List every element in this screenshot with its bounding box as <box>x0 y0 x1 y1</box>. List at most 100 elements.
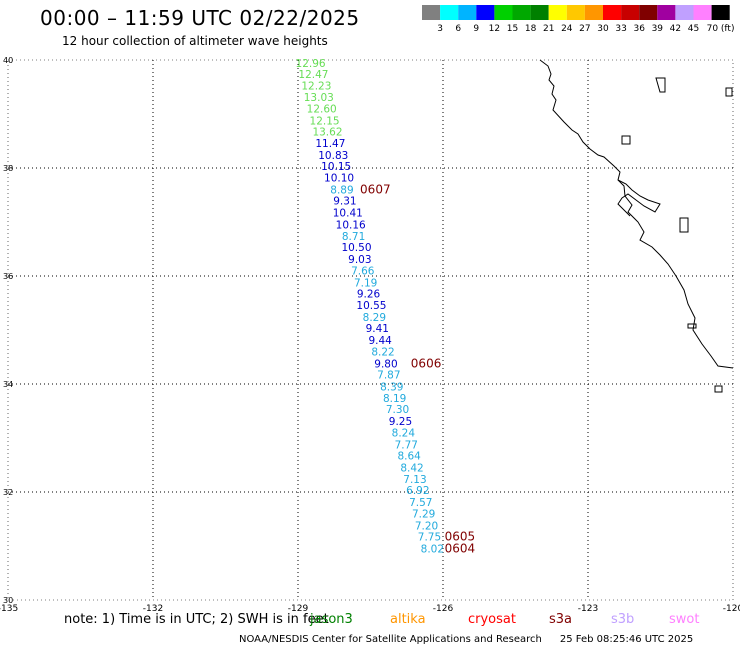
colorbar-label: 33 <box>615 24 626 34</box>
swh-value-label: 8.19 <box>383 393 406 405</box>
inland-water-5 <box>714 385 723 393</box>
colorbar-swatch <box>440 5 459 20</box>
swh-value-label: 7.30 <box>386 404 409 416</box>
colorbar-swatch <box>494 5 513 20</box>
colorbar-swatch <box>422 5 441 20</box>
footer: NOAA/NESDIS Center for Satellite Applica… <box>239 634 693 645</box>
colorbar-swatch <box>566 5 585 20</box>
footer-credit: NOAA/NESDIS Center for Satellite Applica… <box>239 634 542 645</box>
colorbar-label: 15 <box>507 24 518 34</box>
lon-tick-label: -132 <box>143 604 163 614</box>
swh-value-label: 8.24 <box>392 427 416 439</box>
colorbar-swatch <box>657 5 676 20</box>
swh-value-label: 9.80 <box>374 358 397 370</box>
colorbar-label: 39 <box>652 24 664 34</box>
lon-tick-label: -129 <box>288 604 309 614</box>
lat-lon-grid <box>7 59 734 601</box>
colorbar-swatch <box>675 5 694 20</box>
colorbar-swatch <box>512 5 531 20</box>
swh-value-label: 7.29 <box>412 508 435 520</box>
swh-value-label: 9.26 <box>357 289 381 301</box>
colorbar-label: 45 <box>688 24 699 34</box>
swh-value-label: 7.75 <box>418 532 441 544</box>
altimeter-track: 12.9612.4712.2313.0312.6012.1513.6211.47… <box>296 58 476 555</box>
swh-value-label: 9.41 <box>366 323 389 335</box>
inland-water-3 <box>621 135 631 145</box>
satellite-cryosat: cryosat <box>468 612 516 627</box>
footer-timestamp: 25 Feb 08:25:46 UTC 2025 <box>559 634 694 645</box>
swh-value-label: 9.44 <box>368 335 392 347</box>
satellite-swot: swot <box>669 612 700 627</box>
colorbar-label: 18 <box>525 24 537 34</box>
swh-value-label: 10.50 <box>341 242 371 254</box>
satellite-jason3: jason3 <box>310 612 353 627</box>
note-line: note: 1) Time is in UTC; 2) SWH is in fe… <box>0 612 740 630</box>
island-1 <box>687 323 697 329</box>
colorbar-swatch <box>530 5 549 20</box>
swh-value-label: 8.29 <box>363 312 386 324</box>
swh-value-label: 10.10 <box>324 173 354 185</box>
swh-value-label: 8.89 <box>330 184 353 196</box>
colorbar-swatch <box>584 5 603 20</box>
colorbar-label: 30 <box>597 24 609 34</box>
lat-tick-label: 38 <box>3 164 13 173</box>
colorbar-swatch <box>639 5 658 20</box>
colorbar-swatch <box>458 5 477 20</box>
colorbar-swatch <box>603 5 622 20</box>
swh-value-label: 7.77 <box>395 439 418 451</box>
axis-tick-labels: -135 -132 -129 -126 -123 -120 40 38 36 34 32 30 <box>0 56 740 614</box>
inland-water-2 <box>725 87 733 97</box>
satellite-altika: altika <box>390 612 426 627</box>
page-title: 00:00 – 11:59 UTC 02/22/2025 <box>40 6 360 30</box>
swh-value-label: 13.03 <box>304 92 334 104</box>
swh-value-label: 8.42 <box>400 462 423 474</box>
lat-tick-label: 40 <box>3 56 13 65</box>
pass-time-label: 0605 <box>445 530 476 544</box>
lon-tick-label: -123 <box>578 604 598 614</box>
swh-value-label: 10.83 <box>318 150 348 162</box>
colorbar-label: 24 <box>561 24 573 34</box>
swh-value-label: 9.31 <box>333 196 356 208</box>
lat-tick-label: 36 <box>3 272 13 281</box>
swh-value-label: 13.62 <box>312 127 342 139</box>
swh-value-label: 12.15 <box>310 115 340 127</box>
swh-value-label: 7.87 <box>377 370 400 382</box>
swh-value-label: 7.13 <box>403 474 426 486</box>
colorbar-label: 27 <box>579 24 590 34</box>
pass-time-label: 0607 <box>360 182 391 196</box>
colorbar-label: 21 <box>543 24 554 34</box>
swh-value-label: 7.20 <box>415 520 438 532</box>
lon-tick-label: -120 <box>723 604 740 614</box>
swh-value-label: 11.47 <box>315 138 345 150</box>
satellite-s3a: s3a <box>549 612 573 627</box>
colorbar-label: 3 <box>437 24 443 34</box>
pass-time-label: 0606 <box>411 356 442 370</box>
swh-value-label: 10.55 <box>356 300 386 312</box>
swh-value-label: 8.22 <box>371 346 394 358</box>
swh-value-label: 6.92 <box>406 485 429 497</box>
swh-value-label: 12.47 <box>298 69 328 81</box>
swh-value-label: 12.96 <box>296 58 326 70</box>
swh-value-label: 8.02 <box>421 543 444 555</box>
bay-outline <box>617 179 661 217</box>
inland-water-1 <box>655 77 666 93</box>
colorbar-swatch <box>476 5 495 20</box>
pass-time-label: 0604 <box>445 541 476 555</box>
swh-value-label: 12.23 <box>301 81 331 93</box>
colorbar-swatch <box>621 5 640 20</box>
swh-value-label: 8.71 <box>342 231 365 243</box>
swh-value-label: 10.16 <box>336 219 366 231</box>
lon-tick-label: -126 <box>433 604 454 614</box>
colorbar-label: 70 (ft) <box>707 24 735 34</box>
colorbar-label: 42 <box>670 24 681 34</box>
note-text: note: 1) Time is in UTC; 2) SWH is in fe… <box>64 612 329 627</box>
swh-value-label: 8.39 <box>380 381 403 393</box>
colorbar-label: 6 <box>455 24 461 34</box>
swh-value-label: 10.15 <box>321 161 351 173</box>
satellite-s3b: s3b <box>611 612 635 627</box>
colorbar-swatch <box>693 5 712 20</box>
swh-value-label: 12.60 <box>307 103 337 115</box>
swh-value-label: 9.25 <box>389 416 412 428</box>
colorbar-label: 12 <box>489 24 500 34</box>
